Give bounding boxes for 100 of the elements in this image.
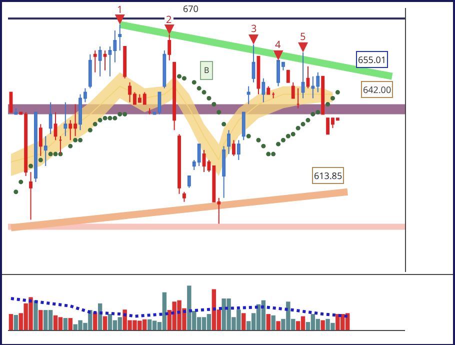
point — [290, 132, 296, 136]
candlestick — [178, 134, 181, 194]
candlestick — [98, 46, 102, 77]
candlestick — [64, 102, 68, 137]
point — [73, 138, 78, 142]
annotation: 3 — [251, 21, 257, 35]
point — [88, 128, 92, 132]
point — [38, 158, 43, 162]
band-label: 642.00 — [363, 83, 392, 96]
annotation: 2 — [166, 12, 172, 26]
candlestick — [222, 146, 226, 198]
point — [326, 102, 330, 106]
candlestick — [242, 112, 246, 141]
candlestick — [103, 50, 107, 71]
bar — [38, 310, 43, 330]
point — [118, 112, 122, 116]
candlestick — [48, 102, 52, 135]
candlestick — [172, 62, 176, 131]
annotation: 5 — [300, 29, 306, 43]
candlestick — [256, 56, 260, 95]
point — [286, 134, 290, 138]
candlestick — [301, 52, 305, 99]
series-label: 655.01 — [358, 53, 386, 66]
point — [206, 96, 212, 101]
point — [271, 152, 276, 156]
candlestick — [321, 76, 325, 115]
candlestick — [54, 112, 58, 141]
bar — [68, 318, 72, 330]
candlestick — [118, 24, 122, 51]
point — [53, 152, 58, 156]
candlestick — [246, 86, 250, 105]
candlestick — [236, 140, 240, 161]
bar — [266, 314, 270, 330]
candlestick — [29, 171, 32, 220]
point — [276, 142, 281, 146]
candlestick — [306, 66, 310, 89]
bar — [320, 320, 325, 330]
text: 670 — [183, 2, 198, 15]
point — [122, 112, 128, 116]
point — [112, 116, 118, 120]
point — [212, 102, 216, 106]
candlestick — [168, 34, 172, 61]
bar — [63, 318, 68, 330]
point — [222, 122, 226, 126]
candlestick — [88, 54, 92, 89]
bar — [14, 314, 18, 330]
bar — [8, 314, 14, 330]
candlestick — [34, 112, 38, 182]
point — [78, 138, 83, 142]
annotation: B — [204, 65, 210, 76]
point — [28, 164, 34, 168]
bar — [271, 315, 276, 330]
bar — [242, 313, 246, 330]
point — [92, 122, 98, 126]
point — [68, 144, 73, 148]
candlestick — [232, 140, 236, 157]
point — [296, 126, 300, 130]
candlestick — [58, 136, 62, 155]
candlestick — [286, 70, 290, 83]
point — [216, 110, 222, 114]
series-label: 613.85 — [314, 169, 342, 182]
candlestick — [38, 124, 42, 157]
candlestick — [202, 150, 206, 172]
point — [192, 80, 196, 85]
annotation: 1 — [117, 2, 123, 16]
candlestick — [187, 175, 191, 188]
point — [14, 190, 18, 194]
point — [280, 138, 286, 142]
candlestick — [266, 86, 270, 95]
point — [98, 118, 102, 122]
point — [256, 138, 261, 142]
point — [335, 90, 340, 95]
point — [310, 112, 316, 116]
annotation: 4 — [275, 37, 281, 51]
point — [108, 116, 112, 120]
candlestick — [14, 108, 18, 115]
candlestick — [93, 50, 97, 73]
candlestick — [296, 88, 300, 109]
point — [102, 116, 108, 120]
candlestick — [182, 191, 186, 202]
candlestick — [123, 46, 127, 79]
point — [306, 118, 310, 122]
point — [182, 76, 186, 81]
bar — [276, 321, 280, 330]
candlestick — [272, 92, 276, 99]
point — [300, 122, 306, 126]
candlestick — [162, 50, 166, 89]
point — [261, 144, 266, 148]
point — [18, 180, 24, 184]
candlestick — [44, 136, 48, 166]
candlestick — [227, 130, 230, 155]
candlestick — [252, 44, 256, 83]
point — [48, 152, 53, 156]
bar — [102, 316, 108, 330]
point — [177, 74, 182, 79]
bar — [34, 300, 38, 330]
point — [266, 152, 271, 156]
candlestick — [291, 82, 295, 99]
point — [202, 90, 206, 95]
candlestick — [148, 108, 152, 115]
